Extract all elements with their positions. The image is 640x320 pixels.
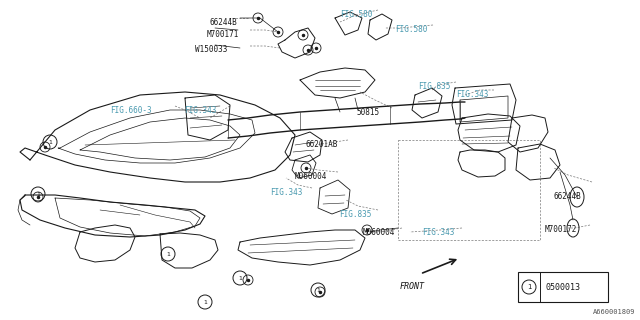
- Text: FIG.835: FIG.835: [418, 82, 451, 91]
- Text: 66244B: 66244B: [210, 18, 237, 27]
- Text: 1: 1: [238, 276, 242, 281]
- Text: FIG.343: FIG.343: [270, 188, 302, 197]
- Text: M700171: M700171: [207, 30, 239, 39]
- Text: 66201AB: 66201AB: [305, 140, 337, 149]
- Text: FIG.343: FIG.343: [456, 90, 488, 99]
- Text: FIG.580: FIG.580: [395, 25, 428, 34]
- Text: M060004: M060004: [363, 228, 396, 237]
- Text: 1: 1: [527, 284, 531, 290]
- Text: 1: 1: [36, 191, 40, 196]
- Bar: [518, 272, 608, 302]
- Text: 1: 1: [48, 140, 52, 145]
- Text: 1: 1: [166, 252, 170, 257]
- Text: 50815: 50815: [356, 108, 379, 117]
- Text: FIG.660-3: FIG.660-3: [110, 106, 152, 115]
- Text: FRONT: FRONT: [399, 282, 424, 291]
- Text: FIG.835: FIG.835: [339, 210, 371, 219]
- Text: 0500013: 0500013: [546, 283, 581, 292]
- Text: 66244B: 66244B: [554, 192, 582, 201]
- Text: W150033: W150033: [195, 45, 227, 54]
- Text: FIG.343: FIG.343: [184, 106, 216, 115]
- Text: FIG.580: FIG.580: [340, 10, 372, 19]
- Text: A660001809: A660001809: [593, 309, 635, 315]
- Text: M700172: M700172: [545, 225, 577, 234]
- Text: M060004: M060004: [295, 172, 328, 181]
- Text: 1: 1: [316, 287, 320, 292]
- Text: FIG.343: FIG.343: [422, 228, 454, 237]
- Text: 1: 1: [203, 300, 207, 305]
